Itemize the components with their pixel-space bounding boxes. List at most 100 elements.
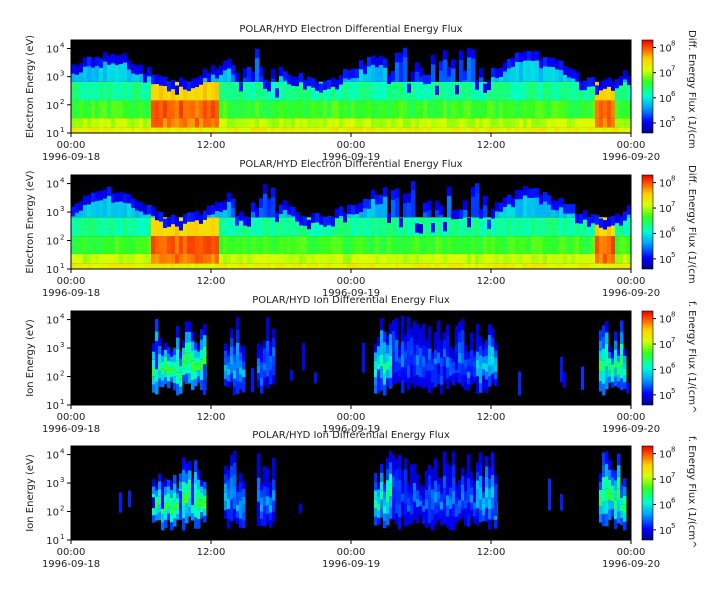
x-tick-label: 00:00 <box>57 276 86 287</box>
y-tick-exponent: 3 <box>60 341 64 349</box>
x-tick-label: 00:00 <box>337 412 366 423</box>
y-tick-label: 10 <box>46 101 59 112</box>
y-tick-exponent: 4 <box>60 177 65 185</box>
colorbar-tick-label: 10 <box>659 204 672 215</box>
colorbar-tick-exponent: 6 <box>671 361 676 369</box>
x-tick-label: 12:00 <box>197 547 226 558</box>
x-tick-label: 12:00 <box>477 276 506 287</box>
y-tick-label: 10 <box>46 208 59 219</box>
x-tick-date: 1996-09-19 <box>322 424 380 435</box>
colorbar-label: Diff. Energy Flux (1/(cm <box>686 165 697 284</box>
y-tick-label: 10 <box>46 451 59 462</box>
x-tick-date: 1996-09-18 <box>42 288 100 299</box>
spectrogram-image <box>71 40 632 133</box>
colorbar-tick-label: 10 <box>659 69 672 80</box>
x-tick-date: 1996-09-18 <box>42 424 100 435</box>
y-tick-label: 10 <box>46 265 59 276</box>
y-tick-label: 10 <box>46 73 59 84</box>
colorbar-tick-exponent: 5 <box>671 251 675 259</box>
x-tick-date: 1996-09-18 <box>42 559 100 570</box>
x-tick-label: 12:00 <box>197 412 226 423</box>
x-tick-date: 1996-09-19 <box>322 288 380 299</box>
y-tick-exponent: 3 <box>60 205 64 213</box>
y-axis-label: Ion Energy (eV) <box>25 319 36 397</box>
y-tick-exponent: 2 <box>60 234 64 242</box>
colorbar-tick-label: 10 <box>659 340 672 351</box>
colorbar-tick-exponent: 6 <box>671 496 676 504</box>
panel-title: POLAR/HYD Electron Differential Energy F… <box>239 159 462 170</box>
x-tick-date: 1996-09-18 <box>42 152 100 163</box>
x-tick-label: 00:00 <box>337 276 366 287</box>
y-axis-label: Electron Energy (eV) <box>25 35 36 138</box>
y-tick-label: 10 <box>46 180 59 191</box>
y-tick-label: 10 <box>46 536 59 547</box>
colorbar-tick-label: 10 <box>659 255 672 266</box>
y-axis-label: Ion Energy (eV) <box>25 454 36 532</box>
colorbar-tick-label: 10 <box>659 44 672 55</box>
y-tick-exponent: 4 <box>60 448 65 456</box>
colorbar-tick-exponent: 8 <box>671 446 675 454</box>
colorbar-tick-exponent: 7 <box>671 65 675 73</box>
colorbar-tick-label: 10 <box>659 500 672 511</box>
colorbar-tick-exponent: 8 <box>671 311 675 319</box>
spectrogram-image <box>71 446 631 540</box>
colorbar-tick-exponent: 5 <box>671 387 675 395</box>
y-tick-exponent: 2 <box>60 505 64 513</box>
x-tick-date: 1996-09-19 <box>322 152 380 163</box>
x-tick-label: 00:00 <box>617 140 646 151</box>
y-tick-label: 10 <box>46 344 59 355</box>
x-tick-label: 00:00 <box>617 547 646 558</box>
x-tick-label: 12:00 <box>197 276 226 287</box>
x-tick-label: 12:00 <box>477 412 506 423</box>
x-tick-label: 00:00 <box>57 140 86 151</box>
spectrogram-image <box>71 311 631 405</box>
colorbar-tick-exponent: 7 <box>671 471 675 479</box>
colorbar-tick-label: 10 <box>659 94 672 105</box>
y-tick-label: 10 <box>46 237 59 248</box>
y-tick-exponent: 4 <box>60 313 65 321</box>
panel-1: POLAR/HYD Electron Differential Energy F… <box>25 24 697 163</box>
y-tick-label: 10 <box>46 479 59 490</box>
colorbar-tick-label: 10 <box>659 315 672 326</box>
x-tick-label: 00:00 <box>617 412 646 423</box>
y-tick-exponent: 1 <box>60 398 64 406</box>
x-tick-label: 12:00 <box>477 547 506 558</box>
x-tick-label: 12:00 <box>477 140 506 151</box>
colorbar-label: f. Energy Flux (1/(cm^ <box>686 301 697 413</box>
x-tick-date: 1996-09-20 <box>602 424 660 435</box>
colorbar-tick-label: 10 <box>659 475 672 486</box>
colorbar-tick-label: 10 <box>659 229 672 240</box>
colorbar-tick-exponent: 6 <box>671 90 676 98</box>
colorbar-tick-exponent: 5 <box>671 522 675 530</box>
x-tick-label: 12:00 <box>197 140 226 151</box>
y-tick-exponent: 2 <box>60 370 64 378</box>
x-tick-label: 00:00 <box>337 547 366 558</box>
colorbar-tick-exponent: 6 <box>671 225 676 233</box>
x-tick-label: 00:00 <box>57 412 86 423</box>
y-tick-exponent: 2 <box>60 98 64 106</box>
panel-3: POLAR/HYD Ion Differential Energy Flux10… <box>25 295 697 435</box>
colorbar-tick-exponent: 7 <box>671 336 675 344</box>
y-axis-label: Electron Energy (eV) <box>25 170 36 273</box>
colorbar-label: f. Energy Flux (1/(cm^ <box>686 436 697 548</box>
panel-title: POLAR/HYD Electron Differential Energy F… <box>239 24 462 35</box>
y-tick-label: 10 <box>46 373 59 384</box>
panel-title: POLAR/HYD Ion Differential Energy Flux <box>252 430 450 441</box>
y-tick-label: 10 <box>46 129 59 140</box>
y-tick-exponent: 3 <box>60 70 64 78</box>
y-tick-label: 10 <box>46 316 59 327</box>
colorbar-tick-exponent: 5 <box>671 115 675 123</box>
panel-4: POLAR/HYD Ion Differential Energy Flux 10… <box>25 430 697 570</box>
y-tick-exponent: 1 <box>60 262 64 270</box>
x-tick-label: 00:00 <box>337 140 366 151</box>
colorbar-tick-label: 10 <box>659 450 672 461</box>
colorbar-tick-label: 10 <box>659 365 672 376</box>
colorbar-tick-exponent: 8 <box>671 175 675 183</box>
x-tick-label: 00:00 <box>617 276 646 287</box>
colorbar-tick-label: 10 <box>659 526 672 537</box>
